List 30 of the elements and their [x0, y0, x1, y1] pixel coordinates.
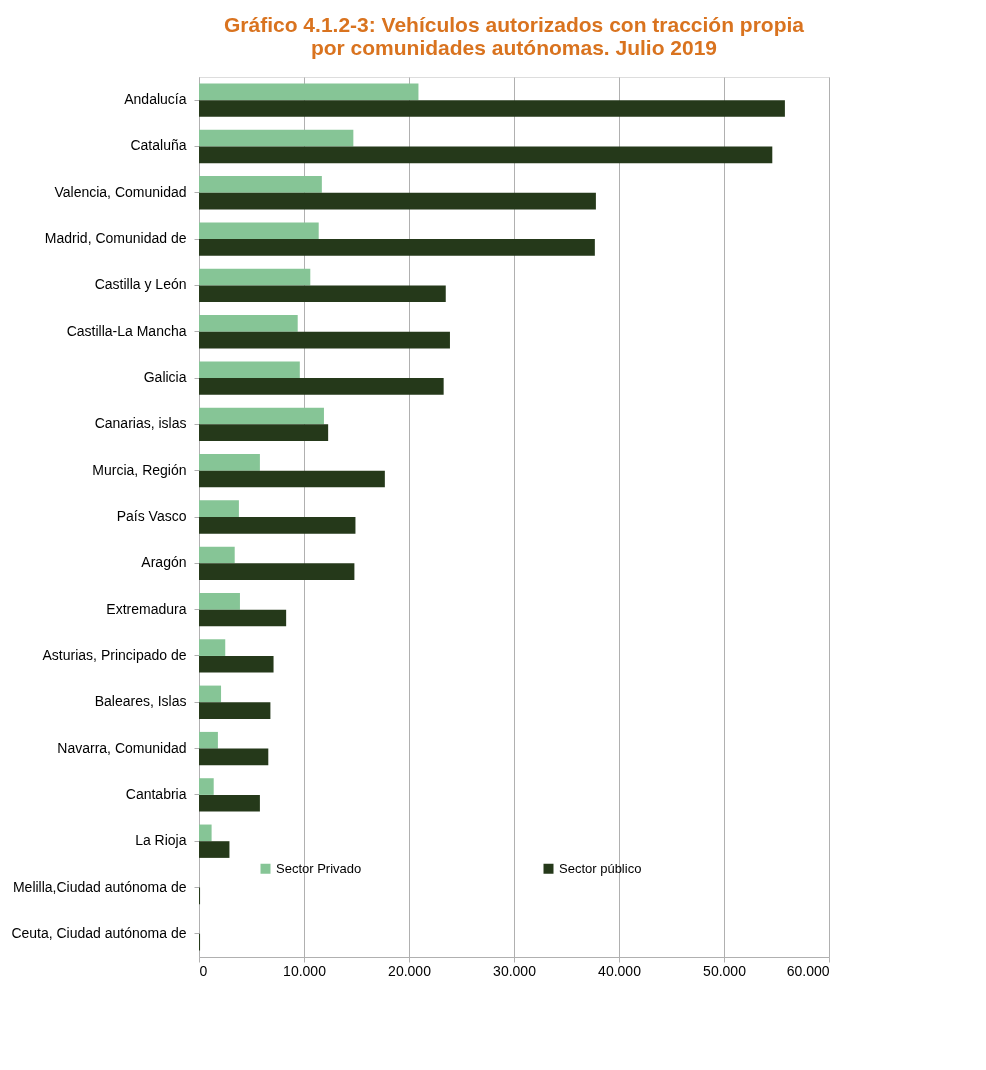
y-tick-label: Asturias, Principado de [42, 646, 187, 663]
y-tick-label: La Rioja [135, 832, 187, 849]
x-tick-label: 50.000 [703, 962, 747, 979]
y-tick-label: Ceuta, Ciudad autónoma de [11, 924, 187, 941]
legend-label: Sector Privado [276, 860, 362, 876]
y-tick-label: Castilla-La Mancha [66, 322, 187, 339]
text: Gráfico 4.1.2-3: Vehículos autorizados con tracción propia [224, 13, 804, 36]
y-tick-label: Andalucía [124, 91, 187, 108]
x-tick-label: 20.000 [388, 962, 432, 979]
y-tick-label: Navarra, Comunidad [57, 739, 187, 756]
x-tick-label: 0 [199, 962, 208, 979]
y-tick-label: Valencia, Comunidad [54, 183, 187, 200]
y-tick-label: Madrid, Comunidad de [44, 230, 187, 247]
y-tick-label: Cataluña [130, 137, 187, 154]
y-tick-label: Aragón [141, 554, 187, 571]
y-tick-label: Canarias, islas [94, 415, 187, 432]
y-tick-label: Melilla,Ciudad autónoma de [12, 878, 187, 895]
text: por comunidades autónomas. Julio 2019 [310, 36, 718, 59]
x-tick-label: 60.000 [786, 962, 830, 979]
y-tick-label: Baleares, Islas [94, 693, 187, 710]
y-tick-label: Galicia [143, 369, 187, 386]
y-tick-label: Cantabria [125, 785, 187, 802]
x-tick-label: 40.000 [598, 962, 642, 979]
y-tick-label: Extremadura [106, 600, 187, 617]
y-tick-label: Castilla y León [94, 276, 187, 293]
x-tick-label: 30.000 [493, 962, 537, 979]
x-tick-label: 10.000 [283, 962, 327, 979]
y-tick-label: Murcia, Región [92, 461, 187, 478]
legend-label: Sector público [559, 860, 642, 876]
y-tick-label: País Vasco [116, 508, 187, 524]
